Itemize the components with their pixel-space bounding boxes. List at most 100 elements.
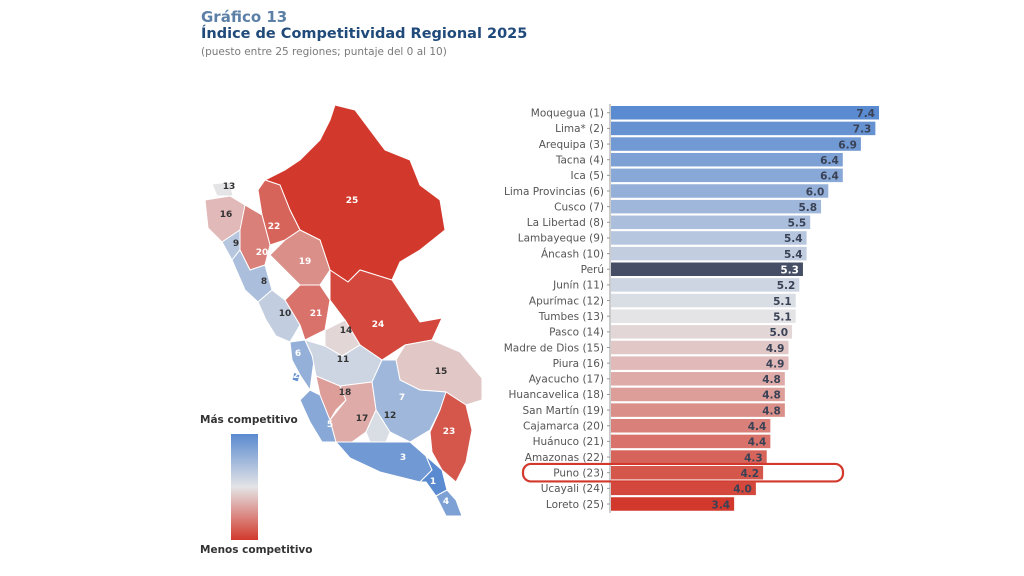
map-region-label: 1 [430,477,436,487]
value-label: 6.9 [838,139,857,151]
category-label: Huancavelica (18) [509,389,604,401]
category-label: La Libertad (8) [527,217,604,229]
bar [611,309,796,323]
chart-title: Índice de Competitividad Regional 2025 [201,26,528,42]
category-label: Amazonas (22) [525,452,604,464]
bar [611,340,789,355]
category-label: Lambayeque (9) [518,233,604,245]
bar [611,372,785,386]
category-label: Cusco (7) [554,201,604,213]
map-region [429,391,473,483]
map-region-label: 16 [220,210,233,220]
map-region-label: 6 [295,349,301,359]
map-region-label: 7 [399,393,405,403]
bar [611,199,822,214]
value-label: 4.4 [748,437,767,449]
map-region-label: 13 [223,182,236,192]
map-region-label: 4 [443,497,449,507]
map-region-label: 15 [435,367,448,377]
category-label: Huánuco (21) [533,436,604,448]
value-label: 7.4 [856,108,875,120]
map-region [257,289,301,343]
category-label: Ayacucho (17) [529,374,604,386]
category-label: Pasco (14) [549,327,604,339]
value-label: 4.9 [766,343,785,355]
bar [611,325,793,339]
value-label: 4.8 [762,374,781,386]
bar [611,262,803,276]
category-label: Cajamarca (20) [523,421,604,433]
category-label: Arequipa (3) [539,139,604,151]
map-region [291,371,301,383]
category-label: Lima Provincias (6) [504,186,604,198]
value-label: 6.0 [806,186,825,198]
bar [611,152,843,167]
map-region [284,284,331,341]
bar [611,293,796,308]
bar [611,246,807,261]
highlight-outline [521,462,845,483]
value-label: 5.3 [780,265,799,277]
map-region-label: 21 [310,309,323,319]
category-label: San Martín (19) [523,405,604,417]
map-region-label: 25 [346,196,359,206]
category-label: Loreto (25) [546,499,604,511]
value-label: 3.4 [712,499,731,511]
map-region-label: 20 [256,248,269,258]
value-label: 4.9 [766,358,785,370]
bar [611,184,829,198]
map-region-label: 24 [372,320,385,330]
map-region-label: 22 [268,222,281,232]
value-label: 4.4 [748,421,767,433]
category-label: Tumbes (13) [538,311,604,323]
map-region-label: 12 [384,411,397,421]
value-label: 6.4 [820,155,839,167]
bar [611,450,767,464]
value-label: 5.4 [784,249,803,261]
bar [611,278,800,292]
chart-subtitle: (puesto entre 25 regiones; puntaje del 0… [201,46,447,58]
value-label: 4.3 [744,452,763,464]
map-region [418,455,448,497]
map-region-label: 9 [233,239,239,249]
value-label: 5.5 [788,218,807,230]
category-label: Tacna (4) [555,154,604,166]
map-region-label: 19 [299,257,312,267]
map-region [231,249,273,303]
value-label: 4.8 [762,405,781,417]
category-label: Apurímac (12) [529,295,604,307]
value-label: 5.1 [773,296,792,308]
chart-label: Gráfico 13 [201,8,288,26]
value-label: 4.0 [733,484,752,496]
map-region-label: 14 [340,326,353,336]
value-label: 6.4 [820,171,839,183]
legend-top-label: Más competitivo [200,414,298,426]
map-region-label: 17 [356,414,369,424]
bar [611,403,785,417]
map-region-label: 5 [327,420,333,430]
map-region [435,489,463,517]
map-region-label: 11 [337,355,350,365]
category-label: Junín (11) [552,280,604,292]
category-label: Perú [581,264,604,276]
category-label: Áncash (10) [541,247,604,260]
category-label: Moquegua (1) [531,108,604,120]
bar [611,434,771,449]
value-label: 5.1 [773,311,792,323]
value-label: 7.3 [853,124,872,136]
bar [611,215,811,230]
map-region-label: 8 [261,277,267,287]
map-region-label: 10 [279,309,292,319]
bar [611,497,735,511]
value-label: 5.8 [798,202,817,214]
category-label: Madre de Dios (15) [504,342,604,354]
category-label: Piura (16) [553,358,604,370]
legend-bottom-label: Menos competitivo [200,544,313,556]
value-label: 4.8 [762,390,781,402]
map-region-label: 18 [339,388,352,398]
legend-gradient [231,434,258,540]
bar [611,168,843,183]
map-region-label: 2 [293,371,299,381]
